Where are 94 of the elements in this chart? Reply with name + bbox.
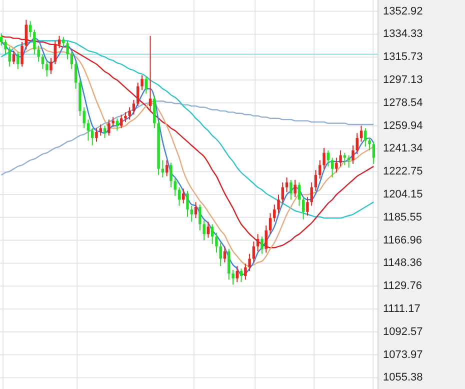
candlestick — [318, 160, 322, 180]
candlestick — [91, 128, 94, 146]
candlestick — [268, 212, 272, 235]
candlestick — [335, 157, 338, 174]
candlestick — [112, 116, 114, 128]
candlestick — [174, 176, 176, 196]
candlestick — [248, 253, 251, 272]
candlestick — [219, 242, 222, 267]
candlestick — [322, 147, 326, 170]
candlestick — [190, 205, 193, 222]
candlestick — [194, 202, 198, 219]
candlestick — [99, 124, 102, 136]
y-tick-label: 1073.97 — [383, 348, 423, 361]
candlestick — [170, 162, 172, 188]
y-tick-label: 1055.38 — [383, 372, 423, 384]
candlestick — [128, 106, 131, 120]
candlestick — [136, 82, 140, 107]
candlestick — [314, 170, 318, 192]
candlestick — [148, 35, 152, 112]
candlestick — [285, 176, 288, 193]
candlestick — [66, 40, 69, 60]
y-tick-label: 1204.15 — [383, 188, 423, 200]
candlestick — [206, 221, 210, 238]
candlestick — [37, 45, 40, 62]
candlestick — [103, 125, 106, 139]
candlestick — [368, 138, 371, 151]
candlestick — [232, 269, 234, 286]
candlestick — [50, 58, 52, 75]
y-tick-label: 1185.55 — [383, 211, 422, 224]
y-tick-label: 1352.92 — [383, 5, 423, 18]
candlestick — [228, 248, 230, 280]
y-tick-label: 1129.76 — [383, 280, 422, 292]
candlestick — [70, 51, 74, 70]
candlestick — [294, 179, 296, 198]
y-tick-label: 1111.17 — [383, 302, 420, 315]
candlestick — [273, 204, 276, 222]
candlestick — [339, 150, 342, 167]
y-tick-label: 1334.33 — [383, 28, 423, 40]
candlestick — [74, 61, 78, 90]
candlestick — [144, 76, 148, 94]
y-tick-label: 1259.94 — [383, 120, 423, 132]
candlestick — [54, 40, 56, 65]
y-tick-label: 1166.96 — [383, 234, 422, 246]
candlestick — [302, 196, 305, 220]
candlestick — [202, 220, 206, 241]
candlestick — [0, 32, 3, 46]
candlestick — [24, 19, 28, 50]
y-tick-label: 1092.57 — [383, 326, 423, 338]
candlestick — [215, 232, 218, 254]
y-tick-label: 1297.13 — [383, 74, 423, 86]
candlestick — [108, 119, 110, 136]
y-tick-label: 1278.54 — [383, 96, 423, 109]
y-tick-label: 1241.34 — [383, 142, 423, 155]
candlestick — [240, 268, 243, 283]
candlestick — [186, 190, 189, 218]
candlestick — [360, 125, 363, 142]
candlestick — [330, 157, 334, 178]
candlestick — [140, 74, 144, 91]
candlestick — [210, 224, 214, 244]
candlestick — [356, 132, 358, 155]
candlestick — [264, 224, 268, 254]
candlestick — [347, 154, 350, 168]
candlestick — [82, 106, 86, 129]
candlestick — [16, 51, 20, 70]
candlestick — [132, 99, 136, 116]
candlestick — [260, 236, 264, 254]
candlestick — [290, 179, 292, 200]
candlestick — [8, 46, 11, 68]
y-tick-label: 1222.75 — [383, 166, 423, 178]
candlestick — [281, 182, 284, 204]
candlestick — [182, 188, 185, 204]
candlestick — [306, 196, 309, 216]
candlestick — [46, 60, 48, 77]
candlestick — [298, 182, 301, 206]
candlestick — [178, 186, 181, 206]
candlestick — [20, 41, 24, 68]
candlestick — [198, 204, 202, 231]
candlestick — [165, 160, 168, 177]
candlestick — [277, 194, 280, 214]
candlestick — [236, 266, 238, 283]
candlestick — [95, 128, 98, 142]
candlestick — [252, 240, 256, 263]
candlestick — [352, 144, 354, 164]
candlestick — [372, 141, 375, 164]
candlestick — [124, 112, 127, 123]
candlestick — [310, 182, 313, 206]
y-tick-label: 1148.36 — [383, 257, 422, 270]
candlestick — [33, 29, 36, 55]
candlestick — [244, 263, 247, 280]
candlestick — [256, 234, 260, 252]
candlestick — [4, 39, 7, 55]
candlestick — [364, 128, 367, 148]
candlestick — [58, 35, 61, 49]
y-tick-label: 1315.73 — [383, 51, 423, 64]
